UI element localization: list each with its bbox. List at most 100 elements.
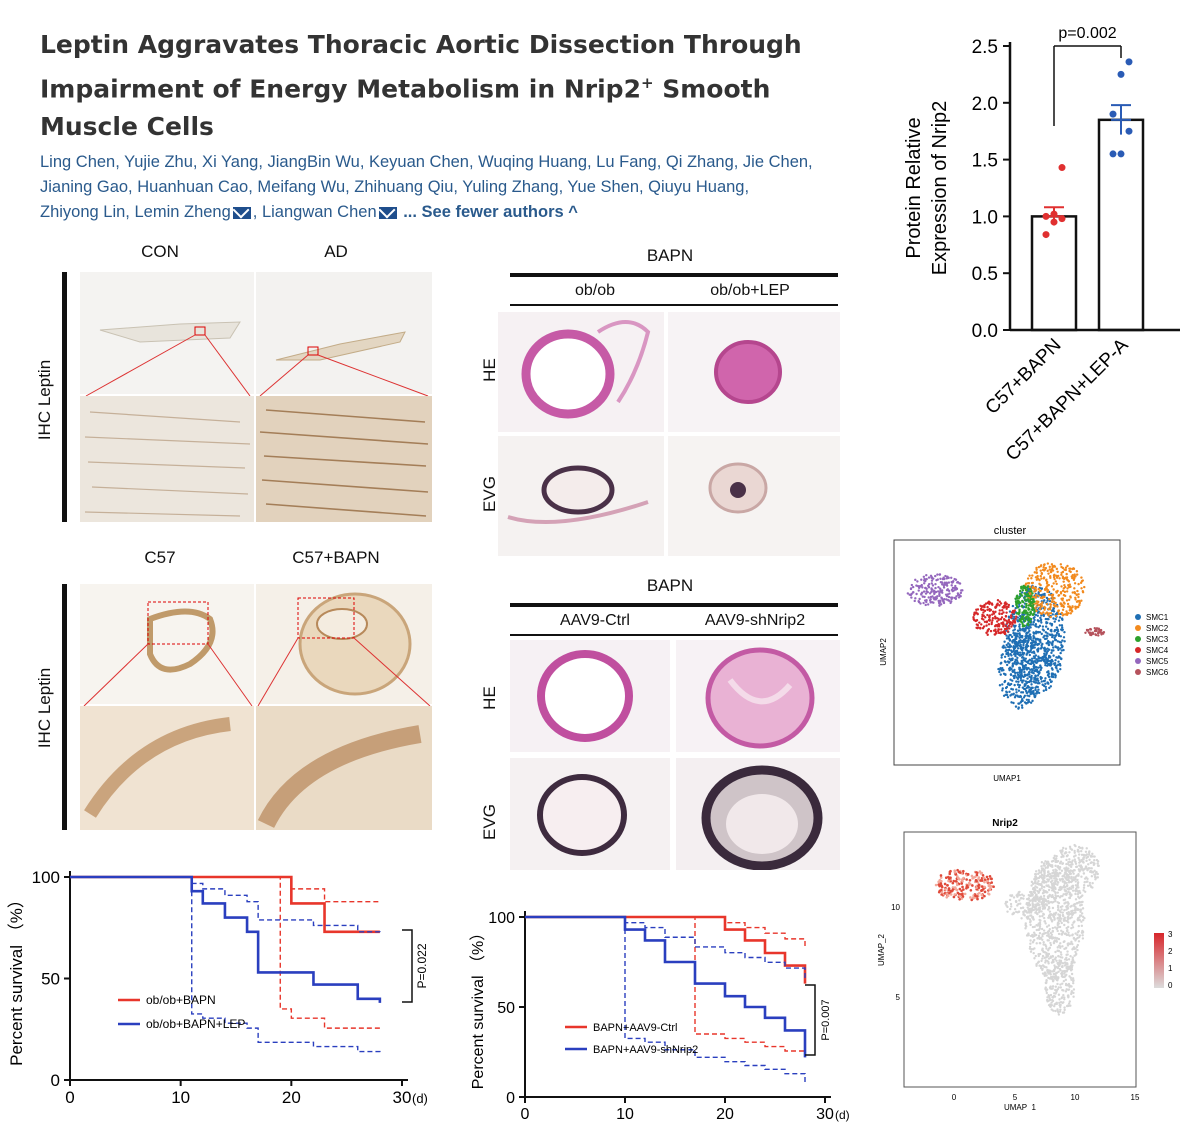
data-point [1125, 58, 1133, 66]
he-top-col1-label: ob/ob [574, 282, 616, 299]
ihc-top-images [80, 272, 432, 522]
authors-line-3b[interactable]: , Liangwan Chen [252, 203, 377, 221]
cluster-smc5 [906, 573, 964, 607]
y-axis-label: Percent survival （%） [469, 925, 487, 1090]
he-bottom-col-bar [510, 634, 838, 636]
survival-line-BAPN+AAV9-shNrip2 [525, 915, 807, 1058]
umap2-title: Nrip2 [992, 818, 1018, 829]
ci-upper [70, 876, 381, 934]
umap-x-label: UMAP1 [993, 774, 1021, 783]
ihc-c57bapn-zoom-box [297, 597, 355, 639]
p-bracket [805, 984, 816, 1056]
x-tick-label: 0 [521, 1106, 530, 1123]
ihc-top-col2-label: AD [324, 242, 348, 261]
paper-title-sup: + [640, 74, 654, 92]
ihc-con-zoom-box [194, 326, 206, 336]
he-oboblep-vessel [714, 340, 782, 404]
cluster-smc1 [997, 584, 1066, 710]
survival-chart-1: 0 50 100 0 10 20 30 (d) Percent survival （%） ob/o… [7, 868, 429, 1107]
legend-label: SMC4 [1146, 646, 1169, 655]
legend-label: SMC5 [1146, 657, 1169, 666]
legend-label: SMC2 [1146, 624, 1169, 633]
ihc-top-col1-label: CON [141, 242, 179, 261]
umap-title: cluster [994, 525, 1027, 537]
authors-line-2[interactable]: Jianing Gao, Huanhuan Cao, Meifang Wu, Z… [40, 178, 750, 196]
cluster-smc3 [1014, 584, 1036, 628]
legend-dot [1135, 636, 1141, 642]
authors-line-1[interactable]: Ling Chen, Yujie Zhu, Xi Yang, JiangBin … [40, 153, 813, 171]
see-fewer-authors-link[interactable]: ... See fewer authors ^ [403, 203, 578, 221]
data-point [1125, 127, 1133, 135]
colorbar-label: 1 [1168, 964, 1173, 973]
ihc-c57-zoom-box [147, 601, 209, 645]
y-tick-label: 1.0 [972, 207, 998, 228]
ihc-c57-tissue [147, 608, 216, 673]
ihc-bottom-col1-label: C57 [144, 548, 176, 567]
authors-line-3: Zhiyong Lin, Lemin Zheng, Liangwan Chen … [40, 200, 860, 225]
legend-label: BAPN+AAV9-shNrip2 [593, 1044, 698, 1056]
legend-dot [1135, 658, 1141, 664]
he-top-row1-label: HE [480, 358, 499, 382]
x-unit-label: (d) [835, 1108, 850, 1122]
x-tick-label: 30 [816, 1106, 834, 1123]
y-tick-label: 0 [506, 1090, 515, 1107]
zoom-line [317, 354, 429, 397]
data-point [1117, 150, 1125, 158]
legend-label: ob/ob+BAPN [146, 993, 216, 1007]
ci-upper [525, 916, 806, 981]
bar-C57+BAPN [1030, 215, 1078, 332]
paper-title-tail: Smooth Muscle Cells [40, 74, 771, 142]
data-point [1058, 215, 1066, 223]
ihc-top-side-bar [62, 272, 67, 522]
x-tick-label: 20 [282, 1088, 301, 1107]
legend-label: SMC3 [1146, 635, 1169, 644]
legend-label: SMC6 [1146, 668, 1169, 677]
cluster-smc6 [1084, 626, 1106, 637]
zoom-line [85, 334, 196, 397]
ihc-bottom-side-label: IHC Leptin [35, 667, 54, 749]
authors-line-3a[interactable]: Zhiyong Lin, Lemin Zheng [40, 203, 231, 221]
he-bottom-images [510, 640, 840, 870]
email-icon[interactable] [232, 206, 251, 219]
data-point [1042, 212, 1050, 220]
nrip2-bar-chart: 0.0 0.5 1.0 1.5 2.0 2.5 Protein Relative Expres… [903, 25, 1180, 465]
he-ctrl-vessel [537, 650, 633, 742]
x-tick-label: 20 [716, 1106, 734, 1123]
legend-dot [1135, 614, 1141, 620]
ci-lower [525, 916, 806, 1084]
y-tick-label: 2.5 [972, 37, 998, 58]
umap2-x-label: UMAP_1 [1004, 1103, 1037, 1110]
y-tick-label: 0 [51, 1071, 60, 1090]
ihc-bottom-images [80, 584, 432, 830]
colorbar-label: 3 [1168, 930, 1173, 939]
paper-title: Leptin Aggravates Thoracic Aortic Dissec… [40, 26, 860, 146]
he-top-col2-label: ob/ob+LEP [710, 282, 790, 299]
legend-dot [1135, 669, 1141, 675]
ci-upper [70, 876, 380, 903]
ihc-bottom-side-bar [62, 584, 67, 830]
colorbar-label: 0 [1168, 981, 1173, 990]
data-point [1109, 150, 1117, 158]
x-tick-label: 10 [616, 1106, 634, 1123]
he-bottom-group-bar [510, 603, 838, 607]
email-icon[interactable] [378, 206, 397, 219]
y-tick-label: 2.0 [972, 94, 998, 115]
grey-cells [1004, 843, 1100, 1016]
x-tick-label: 30 [393, 1088, 412, 1107]
paper-title-main: Leptin Aggravates Thoracic Aortic Dissec… [40, 30, 802, 104]
ihc-ad-zoom-box [307, 346, 319, 356]
he-top-group-bar [510, 273, 838, 277]
ci-upper [525, 916, 806, 947]
x-tick-label: C57+BAPN+LEP-A [1002, 334, 1133, 465]
y-tick-label: 100 [32, 868, 60, 887]
p-bracket [402, 929, 413, 1003]
evg-obob-vessel [541, 465, 615, 515]
ihc-c57bapn-tissue [298, 592, 412, 696]
legend-label: SMC1 [1146, 613, 1169, 622]
data-point [1050, 210, 1058, 218]
x-tick-label: 0 [65, 1088, 74, 1107]
data-point [1058, 164, 1066, 172]
ci-lower [70, 876, 380, 1029]
y-tick-label: 100 [488, 910, 515, 927]
y-axis-label-2: Expression of Nrip2 [929, 101, 951, 276]
